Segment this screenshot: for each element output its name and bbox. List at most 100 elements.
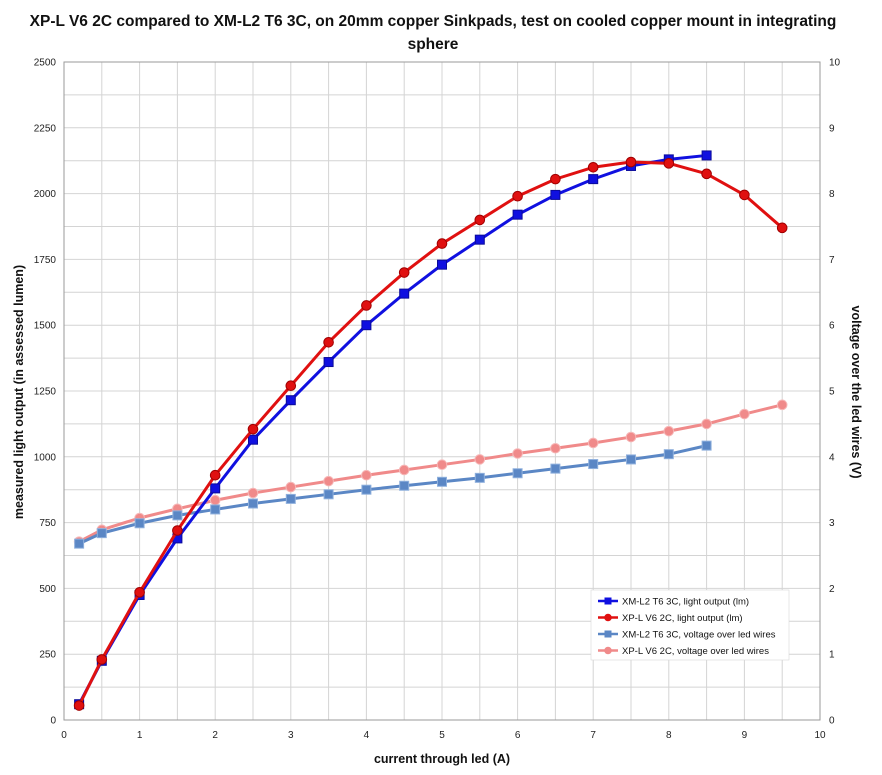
data-point (550, 463, 561, 474)
y2-tick-label: 6 (829, 321, 835, 332)
data-point (587, 161, 599, 173)
legend-label: XP-L V6 2C, light output (lm) (622, 613, 743, 624)
data-point (625, 431, 637, 443)
data-point (739, 408, 750, 420)
x-axis-label: current through led (A) (374, 752, 510, 766)
data-point (399, 480, 410, 491)
data-point (474, 454, 486, 465)
data-point (398, 464, 410, 476)
data-point (361, 484, 372, 495)
data-point (73, 700, 85, 711)
legend-marker (604, 597, 612, 605)
y-tick-label: 1250 (34, 387, 57, 398)
data-point (663, 425, 675, 437)
data-point (398, 267, 410, 278)
y2-tick-label: 5 (829, 387, 835, 398)
legend-item: XM-L2 T6 3C, voltage over led wires (598, 629, 776, 640)
y-tick-label: 0 (50, 716, 56, 727)
legend-item: XP-L V6 2C, light output (lm) (598, 613, 743, 624)
data-point (248, 434, 258, 445)
data-point (209, 494, 221, 506)
series-line (77, 153, 707, 705)
data-point (210, 504, 221, 515)
data-point (776, 222, 788, 234)
data-point (587, 437, 599, 449)
y2-axis-label: voltage over the led wires (V) (849, 306, 863, 479)
data-point (474, 472, 485, 483)
data-point (437, 476, 447, 487)
y-tick-label: 250 (39, 650, 56, 661)
data-point (625, 156, 637, 168)
data-point (285, 395, 296, 406)
y-tick-label: 750 (39, 518, 56, 529)
y2-tick-label: 7 (829, 255, 835, 266)
legend-marker (604, 646, 612, 655)
x-tick-label: 6 (515, 730, 521, 741)
plot-area (63, 61, 821, 721)
data-point (323, 489, 334, 500)
y2-tick-label: 3 (829, 518, 835, 529)
data-point (209, 469, 221, 481)
data-point (550, 173, 561, 185)
data-point (285, 493, 296, 504)
x-tick-label: 10 (814, 730, 826, 741)
y-tick-label: 2000 (34, 189, 57, 200)
data-point (285, 481, 297, 493)
data-point (437, 259, 447, 270)
y-tick-label: 1500 (34, 321, 57, 332)
y-axis-ticks: 0 250 500 750 1000 1250 1500 1750 2000 2250 2500 (34, 58, 57, 727)
legend-box (590, 589, 790, 661)
y2-axis-ticks: 0 1 2 3 4 5 6 7 8 9 10 (829, 58, 841, 727)
y-tick-label: 2500 (34, 58, 57, 69)
legend-item: XP-L V6 2C, voltage over led wires (598, 646, 769, 657)
series-1 (73, 156, 788, 711)
y-tick-label: 1750 (34, 255, 57, 266)
y-tick-label: 2250 (34, 123, 57, 134)
data-point (663, 158, 675, 169)
legend-marker (604, 630, 612, 638)
x-tick-label: 9 (742, 730, 748, 741)
data-point (474, 214, 486, 226)
x-tick-label: 1 (137, 730, 143, 741)
data-point (96, 654, 108, 665)
data-point (96, 528, 107, 539)
x-axis-ticks: 0 1 2 3 4 5 6 7 8 9 10 (61, 730, 826, 741)
data-point (550, 189, 561, 200)
data-point (74, 538, 85, 549)
series-line (78, 403, 783, 544)
data-point (436, 459, 448, 470)
legend-label: XM-L2 T6 3C, voltage over led wires (622, 629, 776, 640)
data-point (588, 174, 599, 185)
y-tick-label: 1000 (34, 452, 57, 463)
data-point (739, 189, 750, 201)
y-tick-label: 500 (39, 584, 56, 595)
chart-title-line-1: XP-L V6 2C compared to XM-L2 T6 3C, on 2… (30, 13, 837, 30)
data-point (134, 518, 145, 529)
data-point (134, 587, 145, 598)
data-point (474, 234, 485, 245)
legend-label: XP-L V6 2C, voltage over led wires (622, 646, 769, 657)
series-line (77, 160, 784, 707)
data-point (323, 337, 334, 348)
series-layer (73, 150, 788, 711)
x-tick-label: 5 (439, 730, 445, 741)
data-point (172, 525, 183, 536)
data-point (323, 357, 334, 368)
x-tick-label: 2 (212, 730, 218, 741)
data-point (361, 320, 372, 331)
data-point (701, 150, 712, 161)
y2-tick-label: 2 (829, 584, 835, 595)
data-point (247, 423, 259, 435)
data-point (172, 510, 183, 521)
legend-label: XM-L2 T6 3C, light output (lm) (622, 596, 749, 607)
data-point (663, 449, 674, 460)
y2-tick-label: 0 (829, 716, 835, 727)
data-point (588, 459, 599, 470)
data-point (436, 238, 448, 249)
x-tick-label: 0 (61, 730, 67, 741)
data-point (512, 468, 523, 479)
x-tick-label: 8 (666, 730, 672, 741)
data-point (701, 418, 712, 430)
y2-tick-label: 1 (829, 650, 835, 661)
